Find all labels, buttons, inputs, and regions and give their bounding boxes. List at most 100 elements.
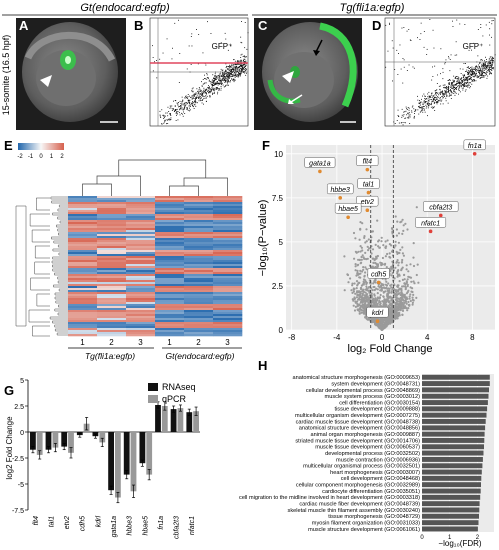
event-dot (460, 82, 462, 84)
event-dot (189, 95, 190, 97)
volcano-point (356, 303, 359, 307)
volcano-point (355, 280, 359, 283)
volcano-point (395, 250, 398, 253)
volcano-point (396, 289, 399, 292)
volcano-point (376, 292, 379, 295)
event-dot (199, 95, 201, 97)
heatmap-cell (184, 238, 214, 241)
event-dot (449, 93, 451, 95)
event-dot (491, 36, 492, 38)
event-dot (241, 70, 242, 72)
event-dot (186, 98, 188, 99)
event-dot (456, 54, 458, 56)
volcano-point (406, 228, 409, 231)
volcano-point (388, 291, 391, 294)
event-dot (492, 68, 494, 70)
event-dot (227, 68, 229, 70)
event-dot (202, 79, 204, 80)
event-dot (206, 78, 208, 80)
event-dot (439, 97, 441, 99)
heatmap-cell (213, 276, 243, 279)
event-dot (434, 65, 436, 67)
event-dot (422, 102, 424, 104)
event-dot (436, 103, 438, 105)
event-dot (227, 79, 229, 81)
event-dot (398, 115, 400, 117)
heatmap-cell (184, 196, 214, 199)
event-dot (427, 103, 429, 104)
volcano-point (374, 261, 377, 265)
volcano-point (399, 303, 402, 306)
heatmap-cell (126, 210, 156, 213)
event-dot (225, 70, 227, 72)
volcano-point (362, 283, 365, 286)
event-dot (479, 74, 481, 76)
event-dot (484, 65, 485, 67)
event-dot (232, 69, 233, 70)
event-dot (189, 106, 191, 107)
event-dot (222, 77, 224, 79)
volcano-point (386, 296, 389, 299)
heatmap-column-label: 3 (138, 338, 143, 347)
event-dot (213, 93, 215, 94)
heatmap-cell (126, 308, 156, 311)
event-dot (485, 56, 486, 58)
heatmap-cell (97, 322, 127, 325)
event-dot (237, 68, 238, 70)
event-dot (489, 68, 490, 70)
event-dot (491, 65, 492, 67)
heatmap-cell (155, 264, 185, 267)
volcano-point (364, 251, 367, 254)
volcano-point (362, 290, 365, 293)
event-dot (400, 122, 402, 124)
volcano-point (405, 264, 408, 267)
event-dot (441, 91, 442, 93)
heatmap-cell (126, 214, 156, 217)
volcano-point (394, 290, 397, 293)
event-dot (201, 100, 203, 101)
event-dot (189, 109, 191, 111)
event-dot (434, 96, 436, 98)
event-dot (473, 67, 475, 69)
event-dot (186, 107, 188, 109)
event-dot (156, 77, 158, 79)
event-dot (418, 105, 420, 107)
event-dot (238, 72, 239, 74)
event-dot (194, 98, 196, 100)
heatmap-cell (155, 262, 185, 265)
volcano-point (383, 300, 387, 303)
heatmap-cell (213, 300, 243, 303)
go-term-label: tissue development (GO:0009888) (334, 407, 420, 413)
event-dot (195, 93, 197, 95)
event-dot (238, 74, 240, 76)
event-dot (463, 87, 464, 89)
volcano-x-tick: 4 (425, 333, 430, 342)
volcano-point (388, 252, 391, 255)
event-dot (487, 63, 489, 65)
volcano-point (390, 290, 393, 293)
event-dot (479, 77, 481, 79)
event-dot (224, 76, 226, 77)
event-dot (184, 97, 186, 99)
event-dot (168, 111, 170, 112)
heatmap-cell (213, 212, 243, 215)
event-dot (394, 69, 396, 70)
volcano-point (358, 312, 361, 315)
event-dot (465, 89, 467, 91)
heatmap-cell (97, 254, 127, 257)
go-term-bar (422, 463, 483, 469)
event-dot (221, 76, 223, 77)
event-dot (444, 62, 446, 63)
event-dot (449, 59, 451, 60)
heatmap-cell (68, 204, 98, 207)
event-dot (186, 97, 187, 98)
go-term-label: cardiocyte differentiation (GO:0035051) (322, 489, 420, 495)
event-dot (458, 80, 460, 82)
event-dot (433, 95, 435, 96)
event-dot (244, 72, 246, 74)
heatmap-cell (97, 280, 127, 283)
event-dot (212, 92, 214, 94)
event-dot (458, 87, 460, 88)
event-dot (241, 64, 243, 66)
event-dot (188, 45, 190, 47)
